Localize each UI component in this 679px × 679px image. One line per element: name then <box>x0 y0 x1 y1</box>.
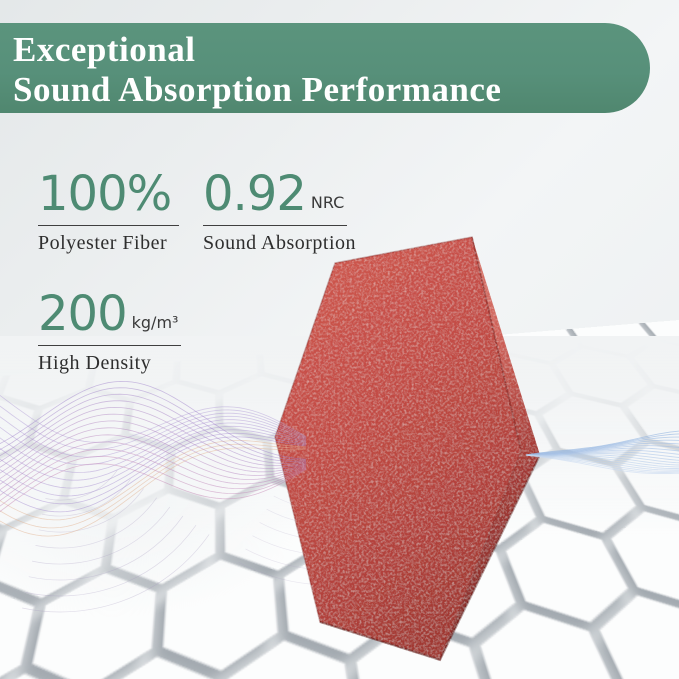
banner-title-line1: Exceptional <box>13 30 196 69</box>
stat-value: 200 <box>38 286 128 342</box>
stat-high-density: 200 kg/m³ High Density <box>38 286 182 375</box>
stat-value-row: 0.92 NRC <box>203 166 348 226</box>
stat-value-row: 100% <box>38 166 180 226</box>
banner-title-line2: Sound Absorption Performance <box>13 70 502 109</box>
stat-value: 100% <box>38 166 172 222</box>
header-banner: Exceptional Sound Absorption Performance <box>0 23 650 113</box>
stat-nrc-sound-absorption: 0.92 NRC Sound Absorption <box>203 170 356 255</box>
stat-value-row: 200 kg/m³ <box>38 286 182 346</box>
stat-label: High Density <box>38 352 152 374</box>
stat-value: 0.92 <box>203 166 307 222</box>
stat-polyester-fiber: 100% Polyester Fiber <box>38 166 180 255</box>
floor-left-fade <box>0 430 400 679</box>
stat-unit: NRC <box>310 193 345 212</box>
stat-label: Polyester Fiber <box>38 232 168 254</box>
stat-label: Sound Absorption <box>203 232 357 254</box>
stat-unit: kg/m³ <box>131 313 179 332</box>
